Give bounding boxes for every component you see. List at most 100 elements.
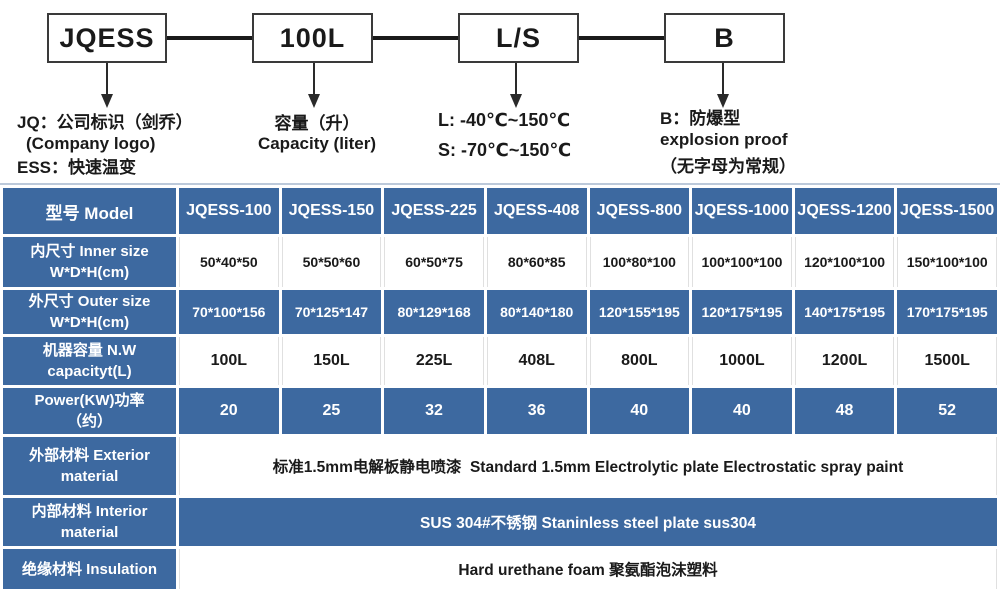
row-label-line: 绝缘材料 Insulation — [21, 560, 157, 578]
model-header-cell: JQESS-1500 — [897, 188, 997, 234]
row-label-line: W*D*H(cm) — [49, 314, 130, 331]
inner-size-row: 内尺寸 Inner size W*D*H(cm) 50*40*50 50*50*… — [3, 237, 997, 287]
spec-cell: 170*175*195 — [897, 290, 997, 334]
spec-cell: 1200L — [794, 337, 895, 385]
spec-cell: 150L — [281, 337, 382, 385]
jq-legend-note: JQ：公司标识（剑乔） (Company logo) ESS：快速温变 — [17, 112, 193, 178]
row-label: Power(KW)功率 （约） — [3, 388, 176, 434]
row-label-line: W*D*H(cm) — [49, 264, 130, 281]
spec-cell: 100*100*100 — [692, 237, 792, 287]
row-label: 外部材料 Exterior material — [3, 437, 176, 495]
model-header-cell: JQESS-100 — [179, 188, 279, 234]
capacity-legend-note: 容量（升） Capacity (liter) — [237, 114, 397, 154]
connector-line — [579, 36, 664, 40]
code-box-capacity: 100L — [252, 13, 373, 63]
row-label-line: material — [60, 524, 119, 541]
spec-cell: 80*140*180 — [486, 290, 587, 334]
table-header-row: 型号 Model JQESS-100 JQESS-150 JQESS-225 J… — [3, 188, 997, 234]
spec-cell: 120*175*195 — [692, 290, 792, 334]
note-line: JQ：公司标识（剑乔） — [17, 113, 193, 132]
spec-cell: 32 — [384, 388, 484, 434]
model-header-cell: JQESS-408 — [486, 188, 587, 234]
note-line: explosion proof — [660, 130, 788, 149]
row-label-line: material — [60, 468, 119, 485]
spec-cell: 100L — [179, 337, 279, 385]
spec-cell: 120*155*195 — [589, 290, 690, 334]
row-label-line: 外尺寸 Outer size — [28, 293, 151, 310]
spec-cell: 70*100*156 — [179, 290, 279, 334]
spec-cell: 50*40*50 — [179, 237, 279, 287]
spec-cell: 60*50*75 — [384, 237, 484, 287]
note-line: ESS：快速温变 — [17, 158, 137, 177]
code-box-jqess: JQESS — [47, 13, 167, 63]
spec-cell: 52 — [897, 388, 997, 434]
spec-cell: 120*100*100 — [794, 237, 895, 287]
spec-cell: 20 — [179, 388, 279, 434]
net-capacity-row: 机器容量 N.W capacityt(L) 100L 150L 225L 408… — [3, 337, 997, 385]
spec-cell: 80*60*85 — [486, 237, 587, 287]
note-line: 容量（升） — [274, 114, 360, 133]
row-label: 外尺寸 Outer size W*D*H(cm) — [3, 290, 176, 334]
model-header-cell: JQESS-800 — [589, 188, 690, 234]
model-header-cell: JQESS-1200 — [794, 188, 895, 234]
merged-spec-cell: Hard urethane foam 聚氨酯泡沫塑料 — [179, 549, 997, 589]
code-box-label: B — [714, 22, 735, 53]
code-box-label: JQESS — [59, 22, 155, 53]
spec-cell: 225L — [384, 337, 484, 385]
spec-cell: 40 — [692, 388, 792, 434]
row-label-line: 机器容量 N.W — [42, 342, 137, 359]
spec-table-wrap: 型号 Model JQESS-100 JQESS-150 JQESS-225 J… — [0, 183, 1000, 592]
row-label-line: 内部材料 Interior — [31, 503, 148, 520]
note-line: (Company logo) — [26, 134, 156, 153]
connector-line — [373, 36, 458, 40]
spec-cell: 50*50*60 — [281, 237, 382, 287]
row-label: 机器容量 N.W capacityt(L) — [3, 337, 176, 385]
row-label-line: capacityt(L) — [47, 363, 132, 380]
model-header-cell: JQESS-225 — [384, 188, 484, 234]
row-label-line: Power(KW)功率 — [34, 392, 145, 409]
spec-cell: 25 — [281, 388, 382, 434]
spec-cell: 70*125*147 — [281, 290, 382, 334]
insulation-row: 绝缘材料 Insulation Hard urethane foam 聚氨酯泡沫… — [3, 549, 997, 589]
explosion-proof-note: B：防爆型 explosion proof （无字母为常规） — [660, 108, 796, 177]
code-box-explosion-proof: B — [664, 13, 785, 63]
connector-line — [167, 36, 252, 40]
spec-cell: 48 — [794, 388, 895, 434]
code-box-temp-range: L/S — [458, 13, 579, 63]
interior-material-row: 内部材料 Interior material SUS 304#不锈钢 Stani… — [3, 498, 997, 546]
spec-cell: 1500L — [897, 337, 997, 385]
spec-cell: 800L — [589, 337, 690, 385]
header-model-label: 型号 Model — [3, 188, 176, 234]
power-row: Power(KW)功率 （约） 20 25 32 36 40 40 48 52 — [3, 388, 997, 434]
model-header-cell: JQESS-150 — [281, 188, 382, 234]
exterior-material-row: 外部材料 Exterior material 标准1.5mm电解板静电喷漆 St… — [3, 437, 997, 495]
temperature-range-note: L: -40℃~150℃ S: -70℃~150℃ — [438, 110, 571, 161]
note-line: （无字母为常规） — [660, 157, 796, 176]
merged-spec-cell: 标准1.5mm电解板静电喷漆 Standard 1.5mm Electrolyt… — [179, 437, 997, 495]
note-line: S: -70℃~150℃ — [438, 140, 572, 160]
row-label-line: （约） — [66, 413, 112, 430]
note-line: L: -40℃~150℃ — [438, 110, 571, 130]
spec-cell: 36 — [486, 388, 587, 434]
spec-table: 型号 Model JQESS-100 JQESS-150 JQESS-225 J… — [0, 185, 1000, 592]
spec-cell: 100*80*100 — [589, 237, 690, 287]
code-box-label: 100L — [279, 22, 346, 53]
note-line: Capacity (liter) — [257, 134, 377, 153]
spec-cell: 40 — [589, 388, 690, 434]
row-label: 内尺寸 Inner size W*D*H(cm) — [3, 237, 176, 287]
row-label: 绝缘材料 Insulation — [3, 549, 176, 589]
merged-spec-cell: SUS 304#不锈钢 Staninless steel plate sus30… — [179, 498, 997, 546]
outer-size-row: 外尺寸 Outer size W*D*H(cm) 70*100*156 70*1… — [3, 290, 997, 334]
row-label-line: 外部材料 Exterior — [29, 447, 150, 464]
code-box-label: L/S — [495, 22, 541, 53]
row-label: 内部材料 Interior material — [3, 498, 176, 546]
spec-cell: 80*129*168 — [384, 290, 484, 334]
spec-cell: 150*100*100 — [897, 237, 997, 287]
model-header-cell: JQESS-1000 — [692, 188, 792, 234]
spec-cell: 408L — [486, 337, 587, 385]
row-label-line: 内尺寸 Inner size — [30, 243, 149, 260]
model-code-diagram: JQESS 100L L/S B JQ：公司标识（剑乔） (Company lo… — [0, 0, 1000, 183]
spec-cell: 1000L — [692, 337, 792, 385]
note-line: B：防爆型 — [660, 109, 741, 128]
